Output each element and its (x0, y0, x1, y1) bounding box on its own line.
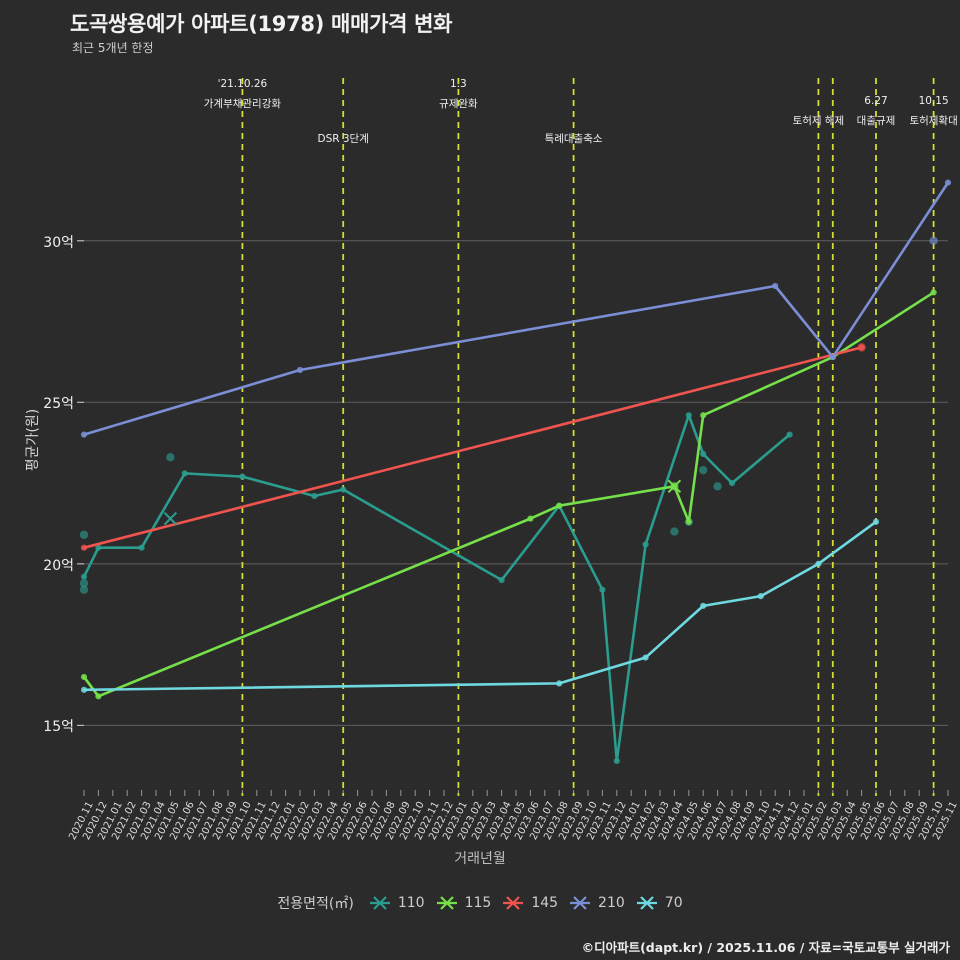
x-axis-label: 거래년월 (454, 851, 506, 867)
annotation-label: 가계부채관리강화 (203, 98, 282, 110)
legend-marker-icon (369, 896, 390, 910)
scatter-point-210 (929, 236, 938, 245)
y-tick-label: 15억 (43, 719, 74, 736)
legend-item-label: 115 (464, 895, 492, 911)
legend-marker-icon (570, 896, 591, 910)
series-point-70 (556, 680, 563, 687)
annotation-label: DSR 3단계 (317, 133, 369, 145)
series-point-70 (700, 602, 707, 609)
series-point-210 (944, 179, 952, 186)
annotation-label: 대출규제 (856, 115, 896, 127)
legend-item-label: 210 (598, 895, 625, 911)
series-point-115 (95, 693, 102, 700)
series-point-70 (757, 593, 764, 600)
series-point-110 (613, 757, 620, 765)
series-point-145 (80, 544, 88, 551)
y-axis-label: 평균가(원) (25, 408, 41, 472)
series-point-110 (181, 470, 188, 477)
series-line-145 (82, 346, 863, 549)
y-tick-label: 20억 (43, 557, 74, 574)
annotation-date: 1.3 (450, 78, 467, 90)
series-point-110 (340, 486, 347, 493)
series-point-70 (815, 560, 822, 567)
legend-title: 전용면적(㎡) (277, 896, 354, 912)
series-x-marker-110 (163, 511, 178, 526)
annotation-date: '21.10.26 (217, 78, 268, 90)
annotation-date: 6.27 (864, 95, 888, 107)
y-tick-label: 25억 (43, 396, 74, 413)
legend-item-110[interactable]: 110 (369, 894, 425, 912)
series-point-210 (296, 366, 304, 374)
series-point-110 (95, 544, 102, 551)
series-point-115 (80, 673, 88, 681)
series-point-110 (599, 586, 606, 593)
scatter-point-145 (857, 343, 866, 352)
series-point-115 (685, 518, 692, 525)
annotation-date: 10.15 (918, 95, 949, 107)
series-point-110 (138, 544, 145, 551)
series-point-115 (527, 515, 534, 522)
scatter-point-110 (713, 482, 722, 491)
series-point-115 (556, 502, 563, 509)
series-point-110 (685, 412, 692, 419)
legend-marker-icon (503, 896, 524, 910)
annotation-label: 특례대출축소 (544, 133, 603, 145)
series-point-210 (829, 353, 836, 361)
legend-marker-icon (636, 896, 657, 910)
series-line-115 (82, 291, 935, 698)
series-point-110 (700, 450, 707, 458)
series-point-110 (311, 492, 318, 500)
page-title: 도곡쌍용예가 아파트(1978) 매매가격 변화 (70, 12, 453, 36)
annotation-label: 규제완화 (439, 98, 478, 110)
legend-item-label: 110 (397, 895, 425, 911)
annotation-label: 토허제 해제 (792, 115, 845, 127)
scatter-point-110 (79, 585, 89, 594)
scatter-point-110 (166, 453, 175, 462)
series-point-210 (772, 282, 779, 290)
legend-marker-icon (436, 896, 457, 910)
series-point-115 (930, 289, 937, 296)
annotation-label: 토허제확대 (909, 115, 958, 127)
legend-item-145[interactable]: 145 (502, 894, 558, 912)
series-line-110 (82, 413, 791, 763)
page-subtitle: 최근 5개년 한정 (72, 41, 154, 55)
legend-item-210[interactable]: 210 (569, 894, 625, 912)
series-point-210 (80, 431, 88, 438)
y-tick-label: 30억 (43, 234, 74, 251)
series-point-110 (239, 473, 246, 480)
series-point-115 (700, 412, 707, 419)
legend-item-label: 70 (664, 895, 683, 911)
legend-item-115[interactable]: 115 (436, 894, 492, 912)
series-point-70 (80, 686, 88, 693)
series-point-70 (642, 654, 649, 661)
series-x-marker-115 (667, 479, 682, 494)
scatter-point-110 (79, 530, 89, 539)
series-line-210 (82, 181, 950, 436)
series-point-110 (80, 573, 88, 580)
chart-legend: 전용면적(㎡) 110 115 145 210 70 (0, 893, 960, 913)
series-point-110 (786, 431, 793, 438)
footer-credit: ©디아파트(dapt.kr) / 2025.11.06 / 자료=국토교통부 실… (581, 940, 950, 955)
scatter-point-110 (699, 465, 708, 475)
series-point-70 (872, 518, 880, 525)
series-point-110 (642, 541, 649, 548)
series-point-110 (728, 479, 736, 487)
scatter-point-110 (670, 527, 679, 536)
scatter-point-110 (79, 579, 89, 588)
series-point-110 (498, 576, 505, 584)
legend-item-70[interactable]: 70 (636, 894, 683, 912)
series-line-70 (82, 520, 878, 692)
legend-item-label: 145 (531, 895, 559, 911)
